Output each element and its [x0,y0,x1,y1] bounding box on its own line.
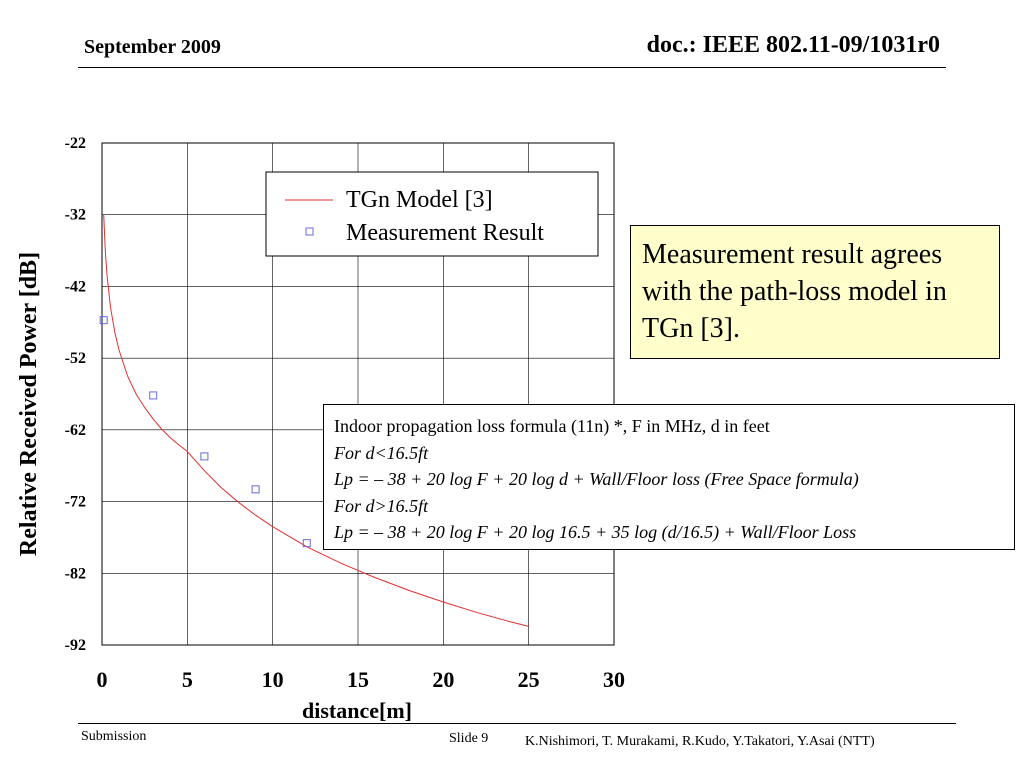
y-axis-label: Relative Received Power [dB] [16,252,42,556]
y-tick-label: -22 [65,135,86,152]
legend-label-tgn-model: TGn Model [3] [346,187,493,213]
header-rule [78,67,946,68]
y-tick-label: -42 [65,278,86,295]
conclusion-callout: Measurement result agrees with the path-… [630,225,1000,359]
legend-label-measurement: Measurement Result [346,220,544,246]
x-tick-label: 10 [262,667,284,692]
x-tick-label: 25 [518,667,540,692]
formula-condition-far: For d>16.5ft [334,495,429,516]
formula-far: Lp = – 38 + 20 log F + 20 log 16.5 + 35 … [334,522,857,542]
header-doc-id: doc.: IEEE 802.11-09/1031r0 [646,32,940,58]
y-tick-label: -92 [65,637,86,654]
plot-frame [101,142,615,646]
measurement-point [251,485,260,494]
x-tick-label: 0 [97,667,108,692]
y-tick-label: -72 [65,494,86,511]
legend-box [265,171,599,257]
footer-rule [78,723,956,724]
chart-legend: TGn Model [3] Measurement Result [265,171,599,257]
footer-authors: K.Nishimori, T. Murakami, R.Kudo, Y.Taka… [525,734,875,749]
tgn-model-line [103,214,529,627]
measurement-point [200,452,209,461]
footer-slide-number: Slide 9 [449,731,489,746]
formula-box: Indoor propagation loss formula (11n) *,… [323,404,1015,550]
formula-heading: Indoor propagation loss formula (11n) *,… [334,416,770,436]
x-tick-label: 30 [603,667,625,692]
measurement-point [99,316,108,325]
y-tick-label: -62 [65,422,86,439]
legend-swatch-point [305,227,314,236]
formula-condition-near: For d<16.5ft [334,442,429,463]
y-tick-label: -82 [65,565,86,582]
footer-submission: Submission [81,729,147,744]
measurement-point [302,539,311,548]
header-date: September 2009 [84,36,221,58]
formula-near: Lp = – 38 + 20 log F + 20 log d + Wall/F… [334,469,859,489]
y-tick-label: -32 [65,207,86,224]
x-axis-label: distance[m] [302,698,412,723]
measurement-point [149,391,158,400]
y-tick-label: -52 [65,350,86,367]
x-tick-label: 5 [182,667,193,692]
x-tick-label: 15 [347,667,369,692]
x-tick-label: 20 [432,667,454,692]
